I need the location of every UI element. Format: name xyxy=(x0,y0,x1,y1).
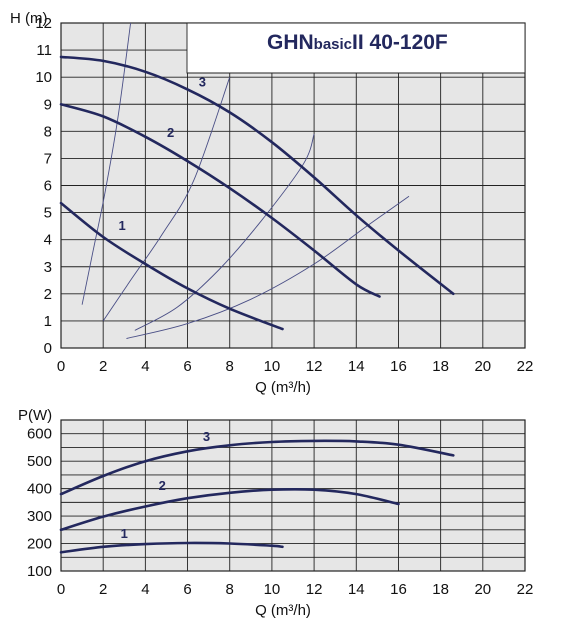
y-tick-label: 4 xyxy=(44,232,52,249)
x-tick-label: 10 xyxy=(264,581,281,598)
curve-label-2: 2 xyxy=(159,478,166,493)
y-tick-label: 9 xyxy=(44,96,52,113)
x-tick-label: 20 xyxy=(474,581,491,598)
x-tick-label: 14 xyxy=(348,581,365,598)
x-tick-label: 22 xyxy=(517,581,534,598)
curve-2 xyxy=(59,103,381,298)
y-tick-label: 400 xyxy=(27,481,52,498)
y-tick-label: 8 xyxy=(44,123,52,140)
x-tick-label: 8 xyxy=(226,358,234,375)
y-tick-label: 6 xyxy=(44,178,52,195)
x-axis-label: Q (m³/h) xyxy=(255,602,311,619)
y-tick-label: 11 xyxy=(36,42,52,59)
curve-label-3: 3 xyxy=(203,429,210,444)
curve-label-2: 2 xyxy=(167,125,174,140)
x-tick-label: 20 xyxy=(474,358,491,375)
x-tick-label: 22 xyxy=(517,358,534,375)
y-tick-label: 600 xyxy=(27,426,52,443)
x-tick-label: 6 xyxy=(183,358,191,375)
x-tick-label: 18 xyxy=(432,358,449,375)
y-tick-label: 100 xyxy=(27,563,52,580)
x-tick-label: 2 xyxy=(99,358,107,375)
y-tick-label: 10 xyxy=(35,69,52,86)
x-tick-label: 10 xyxy=(264,358,281,375)
x-tick-label: 12 xyxy=(306,358,323,375)
curve-3 xyxy=(59,439,455,496)
system-curve xyxy=(81,22,132,305)
x-tick-label: 4 xyxy=(141,581,149,598)
x-tick-label: 4 xyxy=(141,358,149,375)
curve-1 xyxy=(59,201,284,331)
curve-label-1: 1 xyxy=(121,526,128,541)
y-tick-label: 3 xyxy=(44,259,52,276)
y-tick-label: 200 xyxy=(27,536,52,553)
y-tick-label: 7 xyxy=(44,150,52,167)
x-tick-label: 12 xyxy=(306,581,323,598)
x-tick-label: 16 xyxy=(390,581,407,598)
x-tick-label: 16 xyxy=(390,358,407,375)
chart-title: GHNbasicII 40-120F xyxy=(267,31,448,54)
x-tick-label: 6 xyxy=(183,581,191,598)
curve-label-3: 3 xyxy=(199,75,206,90)
x-tick-label: 0 xyxy=(57,581,65,598)
plot-area xyxy=(60,419,526,572)
system-curve xyxy=(102,77,231,322)
curve-2 xyxy=(59,487,400,532)
y-tick-label: 500 xyxy=(27,453,52,470)
curve-label-1: 1 xyxy=(119,218,126,233)
y-tick-label: 1 xyxy=(44,313,52,330)
y-tick-label: 0 xyxy=(44,340,52,357)
power-flow-chart: 0 2 4 6 8 10 12 14 16 18 20 22100200300400500600P(W… xyxy=(18,407,533,619)
system-curve xyxy=(134,133,315,331)
y-tick-label: 5 xyxy=(44,205,52,222)
y-tick-label: 12 xyxy=(35,15,52,32)
y-axis-label: P(W) xyxy=(18,407,52,424)
curve-1 xyxy=(59,541,284,554)
title-box-border xyxy=(186,23,525,74)
y-tick-label: 2 xyxy=(44,286,52,303)
title-box xyxy=(187,23,525,73)
y-tick-label: 300 xyxy=(27,508,52,525)
x-axis-label: Q (m³/h) xyxy=(255,379,311,396)
y-axis-label: H (m) xyxy=(10,10,48,27)
x-tick-label: 2 xyxy=(99,581,107,598)
x-tick-label: 18 xyxy=(432,581,449,598)
x-tick-label: 8 xyxy=(226,581,234,598)
curve-3 xyxy=(59,55,455,296)
x-tick-label: 0 xyxy=(57,358,65,375)
x-tick-label: 14 xyxy=(348,358,365,375)
